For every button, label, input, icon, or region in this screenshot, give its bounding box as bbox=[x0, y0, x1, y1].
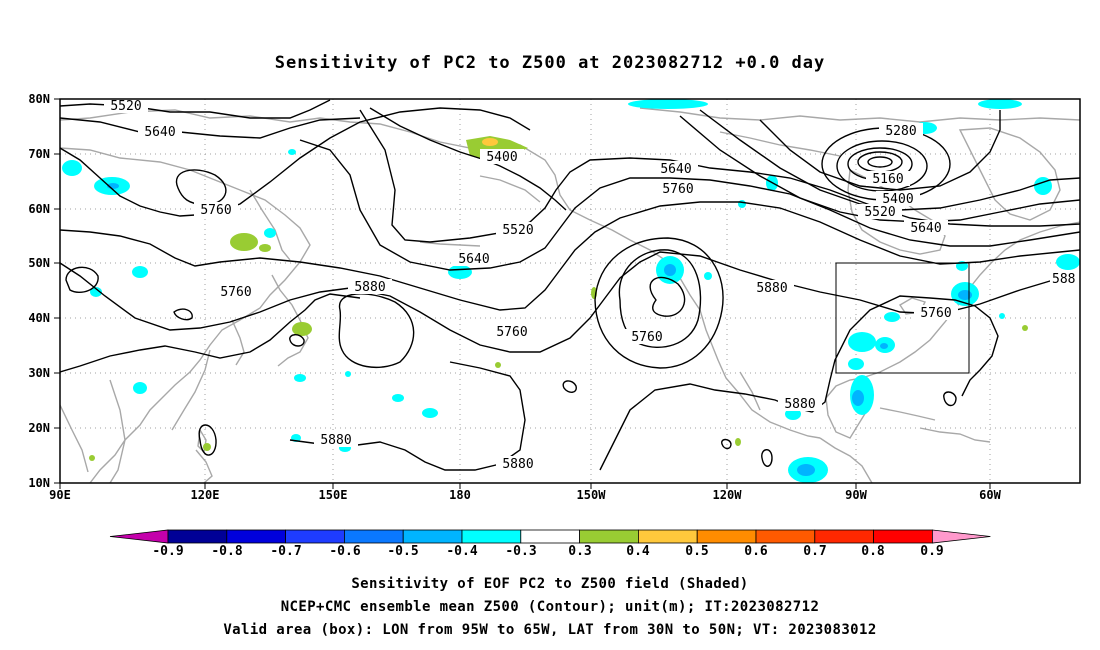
colorbar-label: -0.7 bbox=[270, 544, 301, 559]
map-frame bbox=[59, 98, 1081, 484]
contour-label: 588 bbox=[1052, 272, 1075, 287]
sensitivity-shading bbox=[62, 99, 1080, 483]
colorbar-cell bbox=[109, 529, 169, 544]
lat-tick-label: 30N bbox=[28, 366, 50, 380]
colorbar-label: 0.7 bbox=[803, 544, 826, 559]
contour-label: 5520 bbox=[864, 205, 895, 220]
map-background bbox=[60, 99, 1080, 483]
colorbar-label: -0.9 bbox=[152, 544, 183, 559]
contour-label: 5640 bbox=[144, 125, 175, 140]
contour-label: 5160 bbox=[872, 172, 903, 187]
longitude-labels: 90E 120E 150E 180 150W 120W 90W 60W bbox=[49, 488, 1001, 502]
lat-tick-label: 20N bbox=[28, 421, 50, 435]
colorbar-label: -0.6 bbox=[329, 544, 360, 559]
lon-tick-label: 60W bbox=[979, 488, 1001, 502]
colorbar-cell bbox=[285, 529, 345, 544]
contour-label: 5760 bbox=[496, 325, 527, 340]
contour-label: 5760 bbox=[200, 203, 231, 218]
contour-label: 5880 bbox=[320, 433, 351, 448]
lat-tick-label: 60N bbox=[28, 202, 50, 216]
contour-label: 5520 bbox=[110, 99, 141, 114]
colorbar-cell bbox=[226, 529, 287, 544]
colorbar-label: -0.3 bbox=[505, 544, 536, 559]
lon-tick-label: 120W bbox=[713, 488, 743, 502]
caption-line-1: Sensitivity of EOF PC2 to Z500 field (Sh… bbox=[351, 576, 748, 592]
contour-label: 5640 bbox=[660, 162, 691, 177]
lon-tick-label: 150W bbox=[577, 488, 607, 502]
colorbar-cell bbox=[814, 529, 874, 544]
colorbar-cell bbox=[932, 529, 991, 544]
contour-label: 5880 bbox=[784, 397, 815, 412]
colorbar-cell bbox=[696, 529, 757, 544]
axis-ticks bbox=[54, 98, 991, 489]
contour-label: 5760 bbox=[631, 330, 662, 345]
contour-label: 5760 bbox=[220, 285, 251, 300]
contour-label: 5520 bbox=[502, 223, 533, 238]
colorbar-cell bbox=[402, 529, 463, 544]
contour-label: 5760 bbox=[662, 182, 693, 197]
colorbar-label: -0.5 bbox=[387, 544, 418, 559]
z500-contours bbox=[60, 99, 1080, 471]
latitude-labels: 80N 70N 60N 50N 40N 30N 20N 10N bbox=[28, 92, 50, 490]
map-title: Sensitivity of PC2 to Z500 at 2023082712… bbox=[275, 53, 826, 73]
contour-label: 5400 bbox=[486, 150, 517, 165]
lat-tick-label: 40N bbox=[28, 311, 50, 325]
lon-tick-label: 180 bbox=[449, 488, 471, 502]
colorbar-labels: -0.9 -0.8 -0.7 -0.6 -0.5 -0.4 -0.3 0.3 0… bbox=[152, 544, 943, 559]
caption-line-3: Valid area (box): LON from 95W to 65W, L… bbox=[223, 622, 876, 638]
lat-tick-label: 50N bbox=[28, 256, 50, 270]
lon-tick-label: 150E bbox=[319, 488, 348, 502]
contour-label: 5640 bbox=[910, 221, 941, 236]
caption-line-2: NCEP+CMC ensemble mean Z500 (Contour); u… bbox=[281, 599, 820, 615]
contour-label: 5280 bbox=[885, 124, 916, 139]
colorbar: -0.9 -0.8 -0.7 -0.6 -0.5 -0.4 -0.3 0.3 0… bbox=[109, 529, 991, 559]
colorbar-label: 0.5 bbox=[685, 544, 708, 559]
colorbar-cell bbox=[755, 529, 816, 544]
contour-label: 5880 bbox=[354, 280, 385, 295]
colorbar-cell bbox=[343, 529, 404, 544]
lon-tick-label: 120E bbox=[191, 488, 220, 502]
colorbar-cell bbox=[520, 529, 580, 544]
colorbar-cell bbox=[579, 529, 639, 544]
colorbar-label: 0.6 bbox=[744, 544, 768, 559]
contour-label: 5400 bbox=[882, 192, 913, 207]
colorbar-label: 0.9 bbox=[920, 544, 943, 559]
contour-label: 5880 bbox=[756, 281, 787, 296]
contour-label: 5880 bbox=[502, 457, 533, 472]
lat-tick-label: 70N bbox=[28, 147, 50, 161]
lat-tick-label: 80N bbox=[28, 92, 50, 106]
contour-label: 5760 bbox=[920, 306, 951, 321]
colorbar-cell bbox=[638, 529, 698, 544]
colorbar-cell bbox=[461, 529, 522, 544]
contour-labels: 5520 5640 5760 5400 5520 5640 bbox=[104, 99, 1080, 472]
colorbar-label: 0.4 bbox=[626, 544, 650, 559]
colorbar-label: -0.8 bbox=[211, 544, 242, 559]
lat-tick-label: 10N bbox=[28, 476, 50, 490]
colorbar-cell bbox=[167, 529, 228, 544]
valid-area-box bbox=[835, 262, 970, 374]
colorbar-label: 0.8 bbox=[861, 544, 885, 559]
colorbar-cell bbox=[873, 529, 933, 544]
colorbar-label: 0.3 bbox=[568, 544, 591, 559]
lon-tick-label: 90E bbox=[49, 488, 71, 502]
lon-tick-label: 90W bbox=[845, 488, 867, 502]
colorbar-label: -0.4 bbox=[446, 544, 477, 559]
contour-label: 5640 bbox=[458, 252, 489, 267]
